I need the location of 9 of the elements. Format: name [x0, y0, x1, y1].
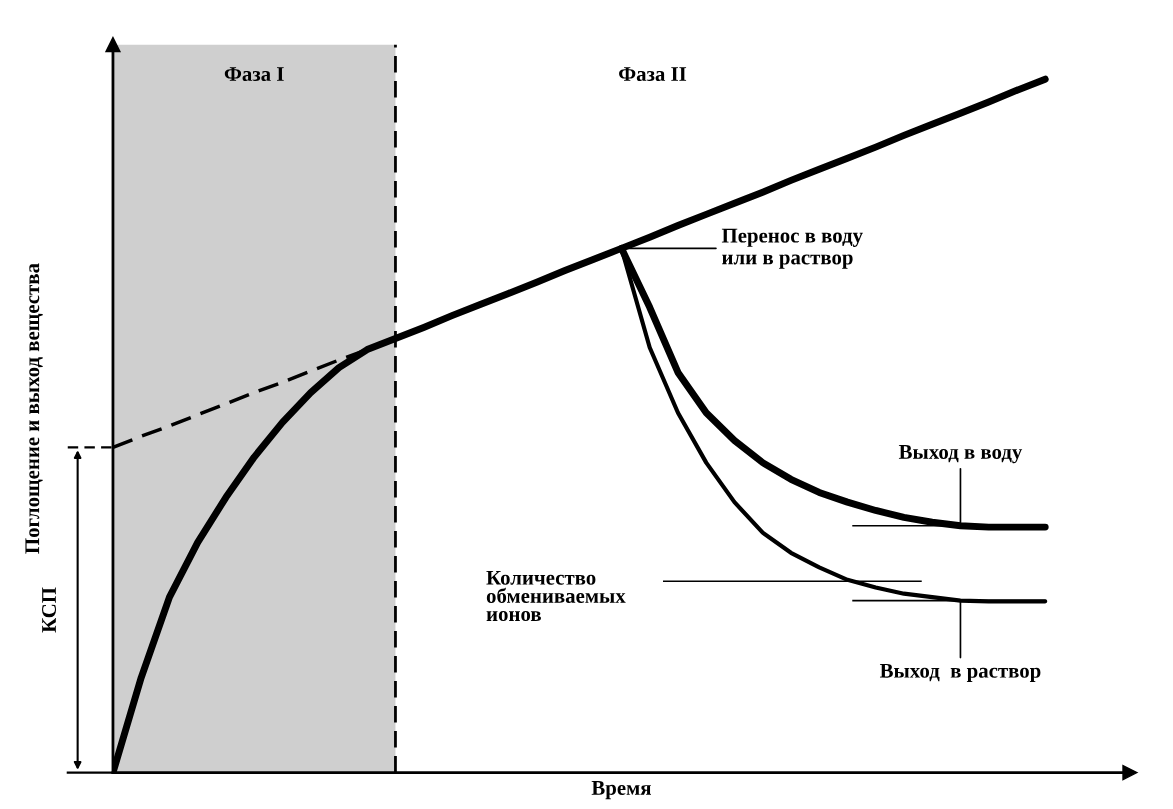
- text: КСП: [42, 587, 57, 633]
- annotation: Выход в воду: [898, 445, 1023, 464]
- annotation: Фаза I: [224, 67, 284, 81]
- x-axis-title: Время: [591, 781, 651, 800]
- annotation: Выход в раствор: [879, 663, 1041, 683]
- annotation: Количество обмениваемых ионов: [486, 570, 626, 622]
- annotation: Перенос в воду или в раствор: [721, 228, 863, 269]
- y-axis-title: Поглощение и выход вещества: [25, 263, 43, 554]
- annotation: Фаза II: [619, 67, 687, 81]
